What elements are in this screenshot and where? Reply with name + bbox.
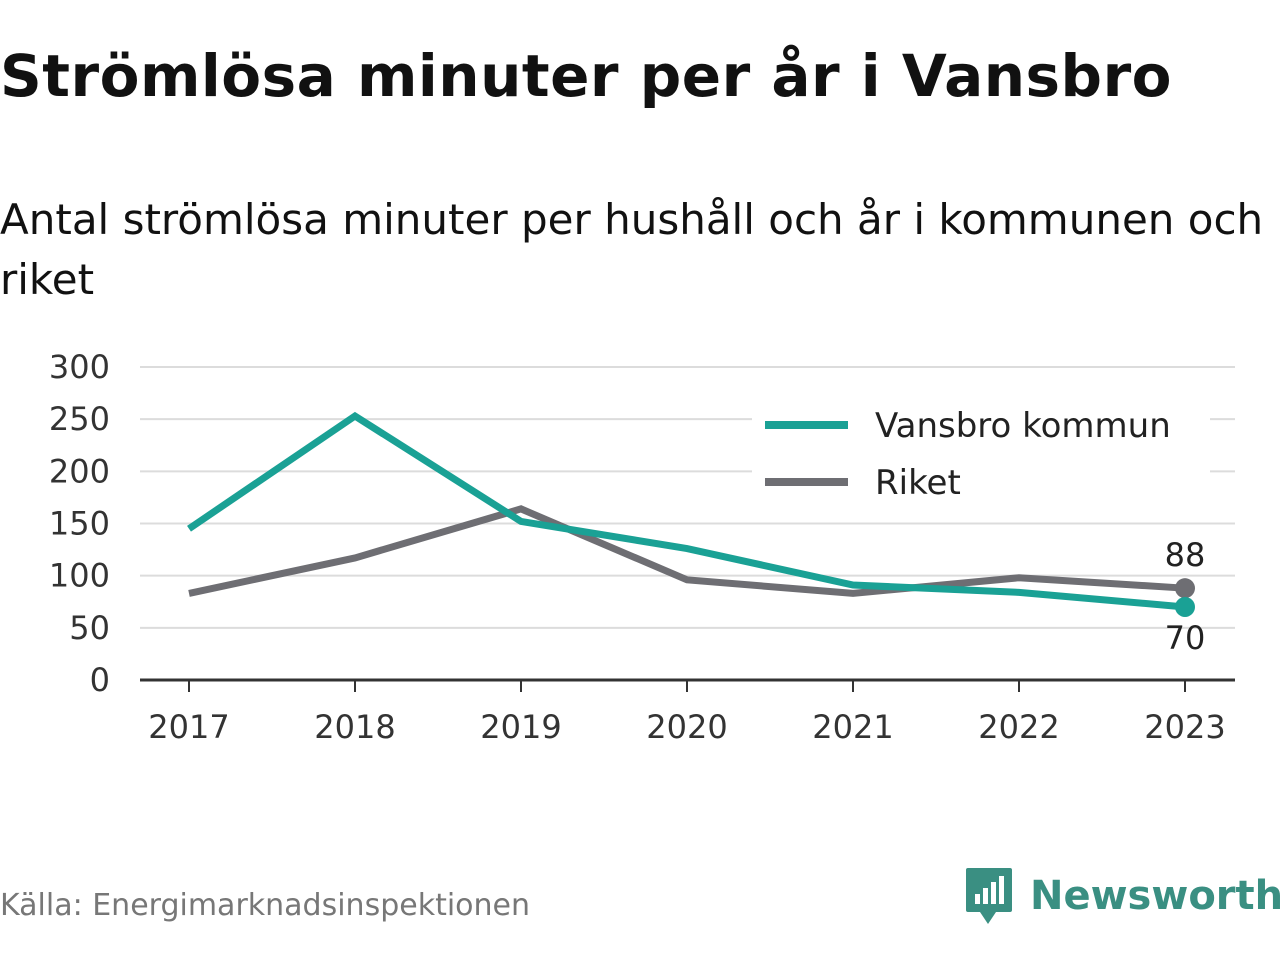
newsworthy-logo-icon [966,868,1012,924]
y-tick-label-100: 100 [49,557,110,595]
legend-box [752,400,1210,510]
x-tick-label-2018: 2018 [314,708,395,746]
x-tick-label-2019: 2019 [480,708,561,746]
x-tick-label-2020: 2020 [646,708,727,746]
legend-label-vansbro-kommun: Vansbro kommun [875,406,1171,446]
legend-label-riket: Riket [875,463,961,503]
y-tick-label-250: 250 [49,400,110,438]
series-end-point-riket [1175,578,1195,599]
end-label-vansbro-kommun: 70 [1165,619,1206,657]
x-tick-label-2021: 2021 [812,708,893,746]
brand-logo: Newsworthy [964,866,1280,926]
y-tick-label-200: 200 [49,452,110,490]
brand-name: Newsworthy [1030,873,1280,919]
chart-title: Strömlösa minuter per år i Vansbro [0,42,1173,110]
source-note: Källa: Energimarknadsinspektionen [0,888,531,923]
y-tick-label-50: 50 [69,609,110,647]
chart-subtitle: Antal strömlösa minuter per hushåll och … [0,195,1264,304]
series-line-vansbro-kommun [187,411,1186,611]
series-line-riket [188,505,1186,597]
x-tick-label-2017: 2017 [148,708,229,746]
y-tick-label-0: 0 [90,661,110,699]
x-tick-label-2022: 2022 [978,708,1059,746]
y-tick-label-150: 150 [49,505,110,543]
x-tick-label-2023: 2023 [1144,708,1225,746]
end-label-riket: 88 [1165,536,1206,574]
series-end-point-vansbro-kommun [1175,596,1195,617]
y-tick-label-300: 300 [49,348,110,386]
